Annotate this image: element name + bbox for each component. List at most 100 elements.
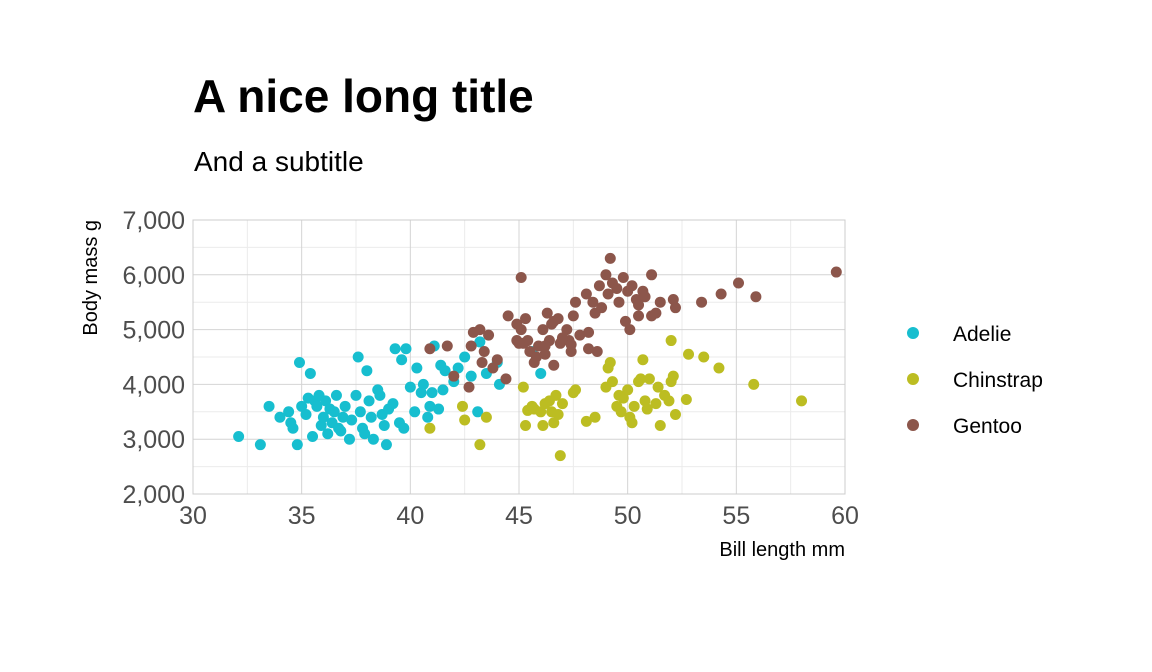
data-point-adelie: [346, 414, 358, 426]
data-point-chinstrap: [626, 417, 638, 429]
data-point-gentoo: [611, 283, 623, 294]
data-point-gentoo: [570, 296, 582, 308]
data-point-gentoo: [548, 359, 560, 371]
data-point-adelie: [374, 389, 386, 401]
data-point-chinstrap: [748, 378, 760, 390]
data-point-chinstrap: [622, 384, 634, 396]
data-point-chinstrap: [480, 411, 492, 423]
legend-key-gentoo: [907, 419, 919, 431]
data-point-gentoo: [593, 280, 605, 292]
data-point-gentoo: [617, 272, 629, 284]
data-point-chinstrap: [552, 409, 564, 421]
data-point-gentoo: [624, 324, 636, 336]
data-point-gentoo: [696, 296, 708, 308]
data-point-gentoo: [580, 288, 592, 300]
y-axis-title: Body mass g: [80, 220, 102, 336]
data-point-gentoo: [474, 324, 486, 336]
data-point-gentoo: [633, 310, 645, 322]
data-point-adelie: [311, 400, 323, 412]
data-point-chinstrap: [456, 400, 468, 412]
data-point-adelie: [380, 439, 392, 451]
data-point-gentoo: [465, 340, 477, 352]
data-point-adelie: [337, 411, 349, 423]
data-point-chinstrap: [663, 395, 675, 407]
data-point-adelie: [404, 381, 416, 393]
data-point-gentoo: [583, 326, 595, 338]
data-point-gentoo: [561, 324, 573, 336]
data-point-chinstrap: [635, 373, 647, 385]
data-point-chinstrap: [683, 348, 695, 360]
data-point-adelie: [367, 433, 379, 445]
data-point-gentoo: [502, 310, 514, 322]
y-tick-label: 6,000: [122, 262, 185, 290]
data-point-adelie: [335, 425, 347, 437]
data-point-gentoo: [567, 310, 579, 322]
y-tick-label: 7,000: [122, 207, 185, 235]
data-point-gentoo: [596, 302, 608, 314]
data-point-gentoo: [583, 343, 595, 355]
data-point-gentoo: [478, 346, 490, 358]
data-point-adelie: [307, 430, 319, 442]
data-point-gentoo: [511, 335, 523, 347]
data-point-chinstrap: [459, 414, 471, 426]
data-point-gentoo: [522, 335, 534, 347]
data-point-gentoo: [587, 296, 599, 308]
data-point-gentoo: [639, 291, 651, 303]
data-point-gentoo: [537, 324, 549, 336]
data-point-adelie: [317, 411, 329, 423]
data-point-adelie: [389, 343, 401, 355]
data-point-chinstrap: [570, 384, 582, 396]
data-point-chinstrap: [617, 392, 629, 404]
legend: Adelie Chinstrap Gentoo: [907, 323, 1043, 438]
data-point-gentoo: [448, 370, 460, 382]
data-point-adelie: [359, 428, 371, 440]
y-tick-label: 2,000: [122, 481, 185, 509]
data-point-adelie: [459, 351, 471, 363]
data-point-adelie: [378, 420, 390, 431]
x-tick-label: 35: [288, 502, 316, 530]
legend-label-gentoo: Gentoo: [953, 415, 1022, 438]
data-point-adelie: [343, 433, 355, 445]
y-tick-label: 4,000: [122, 371, 185, 399]
data-point-chinstrap: [669, 409, 681, 421]
axes: 30 35 40 45 50 55 60 2,000 3,000 4,000 5,000 6,000 7…: [122, 207, 858, 530]
legend-label-adelie: Adelie: [953, 323, 1011, 346]
data-point-gentoo: [574, 329, 586, 341]
data-point-gentoo: [424, 343, 436, 355]
chart-title: A nice long title: [193, 70, 534, 122]
data-point-chinstrap: [680, 393, 692, 405]
data-point-chinstrap: [606, 376, 618, 388]
data-point-gentoo: [715, 288, 727, 300]
data-point-gentoo: [556, 332, 568, 344]
data-point-gentoo: [650, 307, 662, 319]
legend-key-chinstrap: [907, 373, 919, 385]
data-point-gentoo: [463, 381, 475, 393]
x-tick-label: 45: [505, 502, 533, 530]
data-point-adelie: [433, 403, 445, 415]
data-point-adelie: [387, 398, 399, 410]
x-tick-label: 40: [396, 502, 424, 530]
data-point-gentoo: [476, 356, 488, 368]
data-point-chinstrap: [643, 373, 655, 385]
y-tick-label: 3,000: [122, 426, 185, 454]
data-point-adelie: [300, 409, 312, 421]
data-point-adelie: [339, 400, 351, 412]
data-point-chinstrap: [667, 370, 679, 382]
data-point-gentoo: [591, 346, 603, 358]
data-point-adelie: [424, 400, 436, 412]
data-point-adelie: [411, 362, 423, 374]
data-points: [233, 252, 842, 462]
data-point-gentoo: [515, 324, 527, 336]
data-point-chinstrap: [698, 351, 710, 363]
data-point-gentoo: [619, 315, 631, 327]
data-point-gentoo: [520, 313, 532, 325]
data-point-chinstrap: [615, 406, 627, 418]
data-point-gentoo: [669, 302, 681, 314]
data-point-adelie: [398, 422, 410, 434]
data-point-gentoo: [565, 339, 577, 351]
data-point-adelie: [263, 400, 275, 412]
data-point-chinstrap: [474, 439, 486, 451]
data-point-gentoo: [750, 291, 762, 303]
data-point-adelie: [291, 439, 303, 451]
data-point-adelie: [426, 387, 438, 399]
